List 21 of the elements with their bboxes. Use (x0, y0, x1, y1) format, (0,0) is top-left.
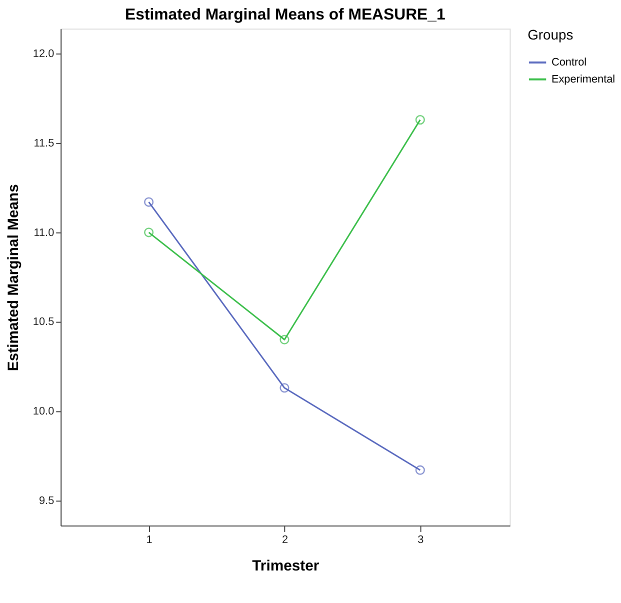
point (280, 334, 290, 344)
point (144, 197, 154, 207)
chart-title: Estimated Marginal Means of MEASURE_1 (125, 6, 446, 24)
y-tick-label: 10.0 (32, 406, 54, 418)
x-tick-label: 3 (418, 534, 424, 546)
x-tick-label: 2 (282, 534, 288, 546)
point (280, 383, 290, 393)
x-axis-title: Trimester (252, 558, 320, 575)
point (415, 115, 425, 125)
y-tick-label: 11.0 (34, 226, 54, 239)
legend-label: Experimental (551, 73, 616, 86)
point (415, 465, 425, 475)
point (144, 228, 154, 238)
legend-label: Control (551, 56, 587, 68)
legend-title: Groups (528, 26, 574, 43)
y-tick-label: 10.5 (32, 316, 54, 328)
y-axis-title: Estimated Marginal Means (6, 184, 22, 372)
y-tick-label: 12.0 (32, 48, 54, 60)
y-tick-label: 11.5 (34, 138, 54, 150)
y-tick-label: 9.5 (38, 494, 54, 507)
x-tick-label: 1 (146, 534, 152, 546)
